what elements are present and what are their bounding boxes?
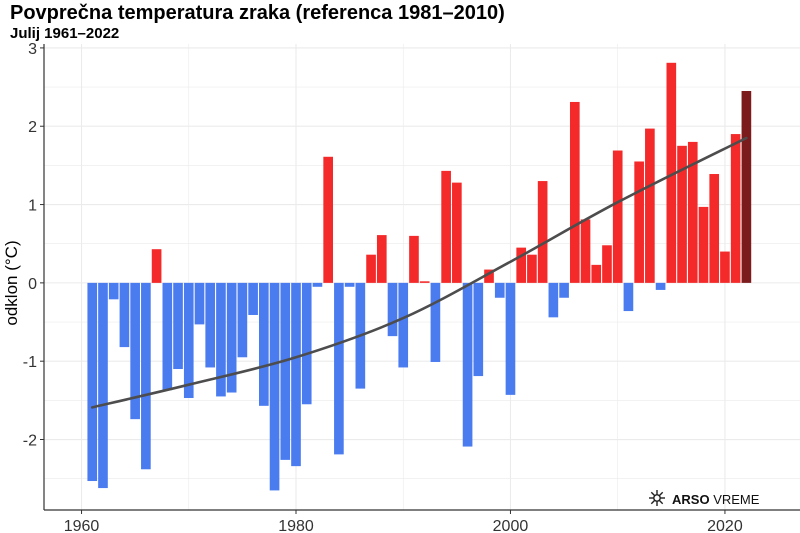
bar-2000	[505, 282, 516, 395]
logo-sub: VREME	[713, 492, 760, 507]
y-tick-label: 1	[28, 198, 37, 215]
bar-1977	[259, 282, 269, 406]
trend-line-group	[90, 136, 748, 409]
bar-1990	[398, 282, 409, 368]
bar-2008	[591, 264, 602, 283]
bar-1966	[141, 282, 151, 470]
y-tick-label: 0	[28, 276, 37, 293]
x-tick-label: 1960	[64, 518, 100, 533]
axes	[43, 44, 800, 511]
bar-1968	[162, 282, 173, 391]
bar-2010	[612, 150, 623, 283]
bar-2001	[516, 247, 527, 283]
bar-1964	[119, 282, 130, 348]
bar-1963	[108, 282, 119, 300]
arso-sun-logo-icon	[648, 489, 666, 510]
bar-1982	[312, 282, 323, 287]
bar-1972	[205, 282, 216, 368]
bar-1999	[494, 282, 505, 298]
bar-1974	[226, 282, 237, 393]
bar-2006	[569, 101, 580, 283]
chart-subtitle: Julij 1961–2022	[10, 25, 120, 42]
x-tick-label: 1980	[278, 518, 314, 533]
bar-2007	[580, 219, 591, 283]
x-tick-label: 2000	[493, 518, 529, 533]
bar-2022	[741, 90, 752, 283]
y-tick-label: -2	[23, 433, 37, 450]
bar-1993	[430, 282, 441, 362]
bar-1985	[344, 282, 355, 287]
bar-2011	[623, 282, 634, 312]
bar-1978	[269, 282, 280, 491]
bar-1981	[301, 282, 312, 405]
bar-2016	[677, 145, 687, 283]
bar-1992	[419, 281, 430, 283]
bar-1984	[334, 282, 344, 455]
bar-1962	[98, 282, 108, 489]
bar-2002	[527, 254, 537, 283]
bar-1973	[216, 282, 226, 397]
bar-2004	[548, 282, 559, 318]
bar-1989	[387, 282, 398, 337]
bar-1994	[441, 170, 451, 283]
bar-1969	[173, 282, 183, 370]
bar-1976	[248, 282, 258, 315]
bar-1983	[323, 156, 333, 283]
bar-1980	[291, 282, 301, 467]
bar-1970	[183, 282, 194, 399]
arso-logo: ARSO VREME	[648, 489, 759, 510]
bar-series	[87, 62, 752, 491]
logo-brand: ARSO	[672, 492, 710, 507]
trend-line	[90, 136, 748, 409]
bar-1997	[473, 282, 484, 377]
chart-title: Povprečna temperatura zraka (referenca 1…	[10, 2, 505, 24]
bar-2013	[645, 128, 655, 283]
bar-2014	[655, 282, 666, 290]
bar-1961	[87, 282, 98, 482]
y-tick-label: 2	[28, 119, 37, 136]
bar-1987	[366, 254, 376, 283]
bar-1995	[452, 182, 462, 283]
bar-1979	[280, 282, 291, 460]
bar-2003	[537, 181, 548, 283]
bar-1998	[484, 269, 494, 283]
bar-1991	[409, 235, 419, 283]
bar-1967	[151, 249, 162, 283]
bar-2005	[559, 282, 569, 298]
tick-labels: -2 -1 0 1 2 3 1960 1980 2000 2020	[23, 41, 743, 533]
bar-2021	[730, 134, 741, 283]
bar-2018	[698, 206, 709, 283]
bar-1975	[237, 282, 248, 358]
bar-2015	[666, 62, 677, 283]
y-tick-label: 3	[28, 41, 37, 58]
bar-2017	[687, 141, 698, 283]
y-axis-label: odklon (°C)	[2, 240, 21, 325]
y-tick-label: -1	[23, 354, 37, 371]
bar-2019	[709, 174, 720, 283]
bar-1965	[130, 282, 140, 420]
bar-2012	[634, 161, 644, 283]
bar-1971	[194, 282, 205, 325]
bar-2009	[602, 245, 612, 283]
x-tick-label: 2020	[707, 518, 743, 533]
bar-2020	[720, 251, 730, 283]
bar-1988	[376, 235, 387, 283]
bar-1996	[462, 282, 473, 447]
